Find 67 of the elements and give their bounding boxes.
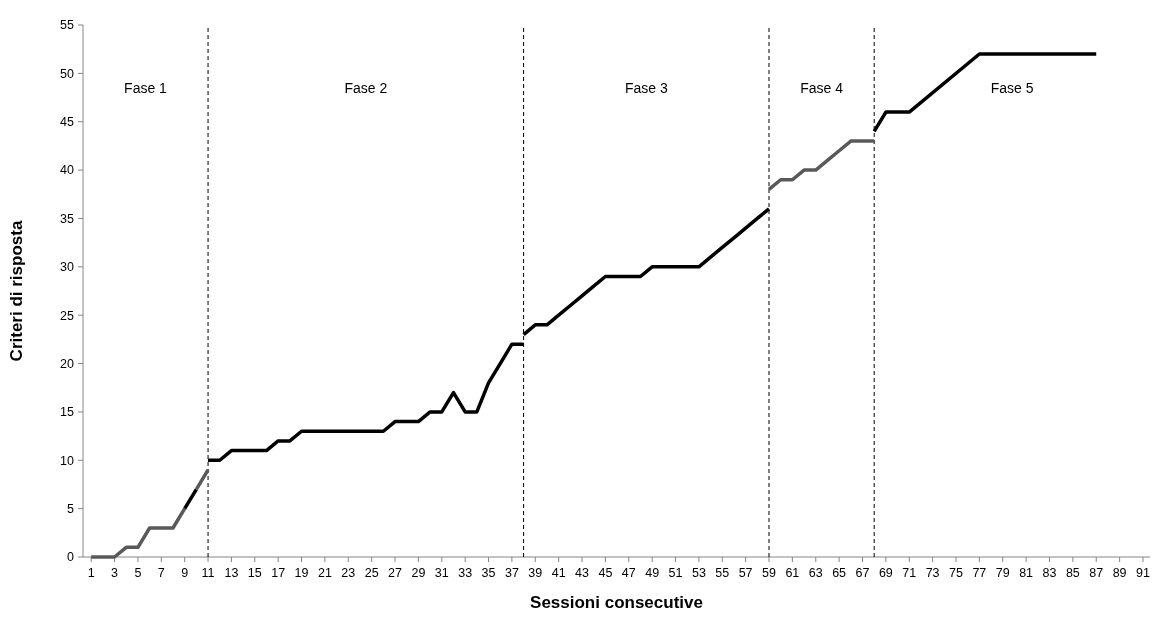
x-tick-label: 47 bbox=[621, 566, 636, 580]
x-tick-label: 89 bbox=[1112, 566, 1127, 580]
annotation: Fase 3 bbox=[624, 79, 668, 96]
y-tick-label: 25 bbox=[60, 308, 75, 323]
x-tick-label: 37 bbox=[504, 566, 519, 580]
x-tick-label: 53 bbox=[691, 566, 706, 580]
x-tick-label: 71 bbox=[902, 566, 917, 580]
x-tick-label: 27 bbox=[388, 566, 403, 580]
y-tick-label: 55 bbox=[60, 18, 75, 33]
x-tick-label: 81 bbox=[1019, 566, 1034, 580]
x-tick-label: 49 bbox=[645, 566, 660, 580]
x-tick-label: 35 bbox=[481, 566, 496, 580]
x-tick-label: 51 bbox=[668, 566, 683, 580]
x-tick-label: 77 bbox=[972, 566, 987, 580]
x-tick-label: 45 bbox=[598, 566, 613, 580]
y-tick-label: 30 bbox=[60, 260, 75, 275]
x-tick-label: 9 bbox=[181, 566, 189, 580]
annotation: Fase 4 bbox=[800, 79, 844, 96]
x-tick-label: 55 bbox=[715, 566, 730, 580]
y-tick-label: 50 bbox=[60, 66, 75, 81]
y-tick-label: 0 bbox=[67, 550, 75, 565]
annotation: Fase 1 bbox=[124, 79, 168, 96]
x-tick-label: 21 bbox=[317, 566, 332, 580]
x-tick-label: 5 bbox=[134, 566, 142, 580]
x-tick-label: 75 bbox=[949, 566, 963, 580]
x-tick-label: 73 bbox=[925, 566, 940, 580]
x-tick-label: 65 bbox=[832, 566, 847, 580]
x-tick-label: 19 bbox=[294, 566, 309, 580]
x-tick-label: 39 bbox=[528, 566, 543, 580]
line-series bbox=[767, 139, 876, 192]
y-tick-label: 20 bbox=[60, 356, 75, 371]
line-series bbox=[89, 506, 187, 559]
x-tick-label: 83 bbox=[1042, 566, 1057, 580]
x-tick-label: 7 bbox=[157, 566, 165, 580]
x-tick-label: 67 bbox=[855, 566, 870, 580]
x-tick-label: 79 bbox=[995, 566, 1010, 580]
y-tick-label: 35 bbox=[60, 211, 75, 226]
x-tick-label: 57 bbox=[738, 566, 753, 580]
x-tick-label: 3 bbox=[111, 566, 119, 580]
x-tick-label: 43 bbox=[575, 566, 590, 580]
x-tick-label: 31 bbox=[434, 566, 449, 580]
x-tick-label: 85 bbox=[1065, 566, 1080, 580]
y-tick-label: 10 bbox=[60, 453, 75, 468]
x-tick-label: 1 bbox=[87, 566, 95, 580]
x-tick-label: 17 bbox=[271, 566, 286, 580]
annotation: Fase 5 bbox=[990, 79, 1034, 96]
x-tick-label: 33 bbox=[458, 566, 473, 580]
y-tick-label: 45 bbox=[60, 115, 75, 130]
x-tick-label: 25 bbox=[364, 566, 379, 580]
x-tick-label: 13 bbox=[224, 566, 239, 580]
x-tick-label: 87 bbox=[1089, 566, 1104, 580]
y-tick-label: 5 bbox=[67, 502, 75, 517]
y-tick-label: 15 bbox=[60, 405, 75, 420]
x-tick-label: 41 bbox=[551, 566, 566, 580]
x-tick-label: 23 bbox=[341, 566, 356, 580]
x-axis-title: Sessioni consecutive bbox=[530, 593, 703, 612]
x-tick-label: 69 bbox=[878, 566, 893, 580]
x-tick-label: 63 bbox=[808, 566, 823, 580]
x-tick-label: 29 bbox=[411, 566, 426, 580]
y-axis-title: Criteri di risposta bbox=[7, 220, 26, 362]
x-tick-label: 91 bbox=[1136, 566, 1150, 580]
x-tick-label: 15 bbox=[247, 566, 262, 580]
x-tick-label: 59 bbox=[762, 566, 777, 580]
annotation: Fase 2 bbox=[344, 79, 388, 96]
x-tick-label: 11 bbox=[201, 566, 215, 580]
x-tick-label: 61 bbox=[785, 566, 800, 580]
y-tick-label: 40 bbox=[60, 163, 75, 178]
